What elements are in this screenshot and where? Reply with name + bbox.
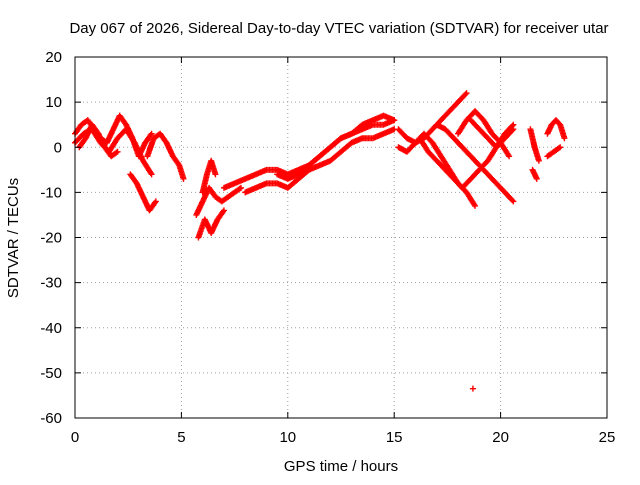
data-point bbox=[510, 198, 517, 205]
data-point bbox=[557, 144, 564, 151]
data-point bbox=[463, 90, 470, 97]
data-point bbox=[533, 175, 540, 182]
data-point bbox=[113, 149, 120, 156]
series-track-o bbox=[433, 121, 517, 205]
data-point bbox=[220, 208, 227, 215]
axis-ticks: 0 5 10 15 20 25 20 10 0 -10 -20 -30 -40 -50 -60 bbox=[40, 49, 615, 446]
y-axis-label: SDTVAR / TECUs bbox=[5, 178, 22, 298]
y-tick-label: -30 bbox=[40, 275, 62, 292]
data-point bbox=[510, 121, 517, 128]
data-point bbox=[535, 157, 542, 164]
x-tick-label: 5 bbox=[177, 429, 185, 446]
series-track-r bbox=[527, 126, 542, 164]
series-track-k bbox=[274, 112, 398, 182]
x-tick-label: 10 bbox=[279, 429, 296, 446]
series-track-s bbox=[529, 166, 540, 182]
data-point bbox=[212, 171, 219, 178]
series-track-c bbox=[76, 121, 121, 160]
data-point bbox=[506, 153, 513, 160]
data-point bbox=[236, 185, 243, 192]
data-point bbox=[509, 197, 516, 204]
chart-title: Day 067 of 2026, Sidereal Day-to-day VTE… bbox=[69, 20, 608, 37]
data-point bbox=[391, 117, 398, 124]
series-track-f bbox=[193, 184, 244, 218]
data-point bbox=[462, 91, 469, 98]
data-point bbox=[152, 198, 159, 205]
x-axis-label: GPS time / hours bbox=[284, 458, 398, 475]
data-point bbox=[114, 148, 121, 155]
x-tick-label: 0 bbox=[71, 429, 79, 446]
data-point bbox=[148, 171, 155, 178]
data-point bbox=[555, 145, 562, 152]
data-point bbox=[148, 130, 155, 137]
data-point bbox=[237, 184, 244, 191]
series-track-d bbox=[127, 171, 159, 214]
data-point bbox=[220, 207, 227, 214]
data-point bbox=[151, 199, 158, 206]
data-point bbox=[472, 202, 479, 209]
series-track-t bbox=[544, 117, 568, 142]
x-tick-label: 20 bbox=[492, 429, 509, 446]
y-tick-label: -20 bbox=[40, 230, 62, 247]
y-tick-label: 20 bbox=[45, 49, 62, 66]
data-point bbox=[180, 175, 187, 182]
y-tick-label: -60 bbox=[40, 410, 62, 427]
data-point bbox=[509, 122, 516, 129]
series-track-q bbox=[467, 117, 517, 151]
grid-lines bbox=[75, 57, 607, 418]
data-point bbox=[561, 135, 568, 142]
data-points bbox=[72, 90, 568, 392]
y-tick-label: -50 bbox=[40, 365, 62, 382]
series-track-h bbox=[199, 157, 219, 196]
data-point bbox=[469, 385, 476, 392]
y-tick-label: 10 bbox=[45, 94, 62, 111]
data-point bbox=[147, 132, 154, 139]
y-tick-label: 0 bbox=[54, 139, 62, 156]
y-tick-label: -40 bbox=[40, 320, 62, 337]
x-tick-label: 25 bbox=[599, 429, 616, 446]
series-track-g bbox=[195, 207, 227, 241]
series-track-u bbox=[544, 144, 564, 160]
y-tick-label: -10 bbox=[40, 184, 62, 201]
x-tick-label: 15 bbox=[386, 429, 403, 446]
series-track-e bbox=[144, 130, 187, 182]
